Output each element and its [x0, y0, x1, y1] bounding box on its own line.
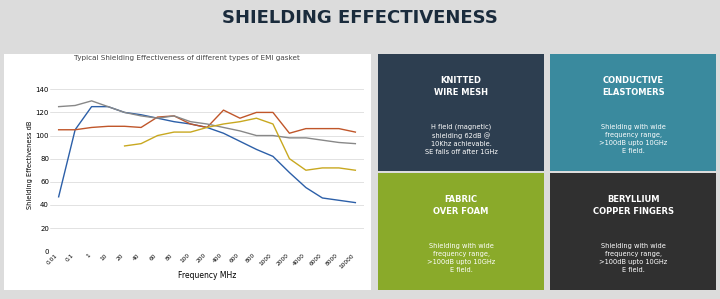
- BeCu Fingerstock: [186, 120, 195, 123]
- X-axis label: Frequency MHz: Frequency MHz: [178, 271, 236, 280]
- Conductive Elastomer: [153, 115, 162, 119]
- Conductive Fabric over Foam: [120, 144, 129, 148]
- BeCu Fingerstock: [87, 99, 96, 103]
- Text: CONDUCTIVE
ELASTOMERS: CONDUCTIVE ELASTOMERS: [602, 77, 665, 97]
- Conductive Elastomer: [269, 111, 277, 114]
- Conductive Elastomer: [137, 126, 145, 129]
- Line: BeCu Fingerstock: BeCu Fingerstock: [58, 101, 356, 144]
- Conductive Elastomer: [252, 111, 261, 114]
- Conductive Fabric over Foam: [170, 130, 179, 134]
- Conductive Fabric over Foam: [252, 116, 261, 120]
- Conductive Elastomer: [235, 116, 244, 120]
- BeCu Fingerstock: [219, 126, 228, 129]
- Text: Shielding with wide
frequency range,
>100dB upto 10GHz
E field.: Shielding with wide frequency range, >10…: [599, 124, 667, 154]
- BeCu Fingerstock: [153, 116, 162, 120]
- Knitted Mesh: [170, 120, 179, 123]
- Knitted Mesh: [137, 113, 145, 117]
- BeCu Fingerstock: [252, 134, 261, 137]
- BeCu Fingerstock: [318, 138, 327, 142]
- Conductive Elastomer: [351, 130, 360, 134]
- Conductive Elastomer: [219, 108, 228, 112]
- Conductive Fabric over Foam: [285, 157, 294, 161]
- Conductive Elastomer: [71, 128, 79, 132]
- Knitted Mesh: [269, 155, 277, 158]
- Conductive Fabric over Foam: [269, 122, 277, 126]
- Knitted Mesh: [203, 126, 212, 129]
- BeCu Fingerstock: [71, 104, 79, 107]
- Knitted Mesh: [153, 116, 162, 120]
- Conductive Fabric over Foam: [153, 134, 162, 137]
- Conductive Fabric over Foam: [137, 142, 145, 145]
- Y-axis label: Shielding Effectiveness dB: Shielding Effectiveness dB: [27, 120, 32, 209]
- Conductive Elastomer: [318, 127, 327, 130]
- Knitted Mesh: [104, 105, 112, 109]
- Text: BERYLLIUM
COPPER FINGERS: BERYLLIUM COPPER FINGERS: [593, 196, 674, 216]
- BeCu Fingerstock: [302, 136, 310, 140]
- Knitted Mesh: [71, 128, 79, 132]
- BeCu Fingerstock: [269, 134, 277, 137]
- BeCu Fingerstock: [335, 141, 343, 144]
- BeCu Fingerstock: [170, 114, 179, 118]
- Line: Knitted Mesh: Knitted Mesh: [58, 107, 356, 203]
- Knitted Mesh: [54, 195, 63, 199]
- Conductive Fabric over Foam: [335, 166, 343, 170]
- Knitted Mesh: [335, 199, 343, 202]
- Knitted Mesh: [219, 132, 228, 135]
- Conductive Elastomer: [203, 126, 212, 129]
- Knitted Mesh: [285, 171, 294, 174]
- Conductive Elastomer: [285, 132, 294, 135]
- Conductive Fabric over Foam: [219, 122, 228, 126]
- Text: Typical Shielding Effectiveness of different types of EMI gasket: Typical Shielding Effectiveness of diffe…: [74, 55, 300, 61]
- Conductive Elastomer: [186, 122, 195, 126]
- Conductive Elastomer: [335, 127, 343, 130]
- Conductive Fabric over Foam: [203, 126, 212, 129]
- Knitted Mesh: [235, 140, 244, 143]
- BeCu Fingerstock: [120, 111, 129, 114]
- Conductive Elastomer: [170, 114, 179, 118]
- BeCu Fingerstock: [137, 114, 145, 118]
- Conductive Elastomer: [120, 124, 129, 128]
- Conductive Fabric over Foam: [351, 168, 360, 172]
- Text: Shielding with wide
frequency range,
>100dB upto 10GHz
E field.: Shielding with wide frequency range, >10…: [599, 243, 667, 273]
- BeCu Fingerstock: [235, 129, 244, 133]
- Knitted Mesh: [318, 196, 327, 200]
- Knitted Mesh: [186, 122, 195, 126]
- Knitted Mesh: [120, 111, 129, 114]
- BeCu Fingerstock: [203, 122, 212, 126]
- Line: Conductive Fabric over Foam: Conductive Fabric over Foam: [125, 118, 356, 170]
- BeCu Fingerstock: [54, 105, 63, 109]
- Conductive Elastomer: [54, 128, 63, 132]
- Text: SHIELDING EFFECTIVENESS: SHIELDING EFFECTIVENESS: [222, 9, 498, 27]
- Knitted Mesh: [302, 186, 310, 189]
- Conductive Elastomer: [104, 124, 112, 128]
- Conductive Fabric over Foam: [235, 120, 244, 123]
- Knitted Mesh: [351, 201, 360, 205]
- Knitted Mesh: [252, 148, 261, 151]
- Text: H field (magnetic)
shielding 62dB @
10Khz achievable.
SE falls off after 1GHz: H field (magnetic) shielding 62dB @ 10Kh…: [425, 123, 498, 155]
- BeCu Fingerstock: [285, 136, 294, 140]
- BeCu Fingerstock: [104, 105, 112, 109]
- BeCu Fingerstock: [351, 142, 360, 145]
- Text: Shielding with wide
frequency range,
>100dB upto 10GHz
E field.: Shielding with wide frequency range, >10…: [427, 243, 495, 273]
- Text: KNITTED
WIRE MESH: KNITTED WIRE MESH: [434, 77, 488, 97]
- Line: Conductive Elastomer: Conductive Elastomer: [58, 110, 356, 133]
- Conductive Fabric over Foam: [186, 130, 195, 134]
- Conductive Elastomer: [302, 127, 310, 130]
- Conductive Fabric over Foam: [318, 166, 327, 170]
- Knitted Mesh: [87, 105, 96, 109]
- Conductive Elastomer: [87, 126, 96, 129]
- Text: FABRIC
OVER FOAM: FABRIC OVER FOAM: [433, 196, 489, 216]
- Conductive Fabric over Foam: [302, 168, 310, 172]
